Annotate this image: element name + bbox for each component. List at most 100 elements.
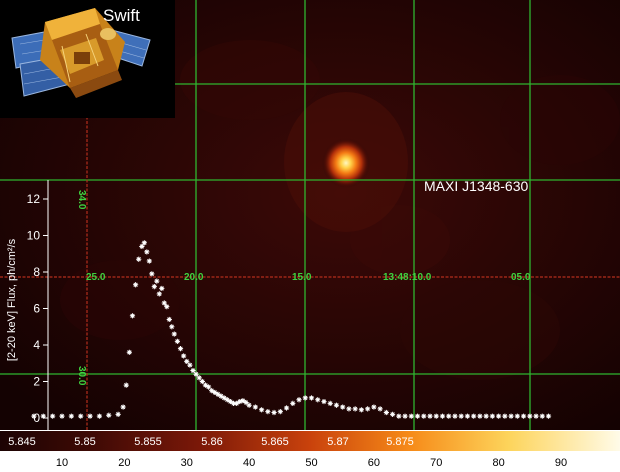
colorbar-tick-label: 5.855 — [134, 436, 162, 448]
data-point — [243, 399, 249, 406]
data-point — [277, 409, 283, 415]
data-point — [271, 409, 277, 416]
data-point — [439, 413, 446, 419]
data-point — [187, 362, 193, 368]
data-point — [389, 411, 396, 417]
y-tick-label: 0 — [33, 411, 40, 425]
data-point — [290, 400, 296, 406]
ra-label: 13:48:10.0 — [383, 272, 432, 283]
data-point — [302, 395, 308, 401]
source-label: MAXI J1348-630 — [424, 178, 529, 194]
data-point — [141, 240, 147, 246]
data-point — [136, 256, 142, 262]
data-point — [496, 413, 502, 419]
data-point — [126, 349, 132, 355]
data-point — [224, 397, 230, 403]
x-tick-label: 70 — [430, 457, 442, 469]
data-point — [514, 413, 520, 419]
y-tick-label: 12 — [27, 192, 41, 206]
data-point — [408, 413, 414, 419]
data-point — [31, 413, 37, 419]
data-point — [427, 413, 433, 419]
colorbar-tick-label: 5.865 — [261, 436, 289, 448]
data-point — [283, 405, 290, 411]
data-point — [520, 413, 527, 419]
ra-label: 05.0 — [511, 272, 531, 283]
data-point — [508, 413, 514, 419]
coordinate-grid — [0, 0, 620, 430]
data-point — [115, 411, 121, 417]
colorbar-tick-label: 5.86 — [201, 436, 222, 448]
data-point — [346, 406, 352, 412]
data-point — [218, 393, 224, 399]
y-tick-label: 8 — [33, 265, 40, 279]
data-point — [193, 371, 199, 377]
data-point — [151, 284, 157, 290]
data-point — [149, 271, 155, 277]
swift-satellite-icon — [0, 0, 175, 118]
colorbar — [0, 430, 620, 451]
data-point — [527, 413, 533, 419]
y-axis-label: [2-20 keV] Flux, ph/cm²/s — [6, 238, 18, 362]
data-point — [308, 395, 315, 401]
data-point — [237, 398, 243, 405]
data-point — [190, 367, 196, 374]
data-point — [383, 409, 389, 416]
data-point — [371, 404, 377, 410]
data-point — [240, 398, 246, 404]
data-point — [96, 413, 103, 419]
data-point — [321, 398, 327, 405]
data-point — [533, 413, 539, 419]
data-point — [164, 304, 170, 310]
satellite-inset: Swift — [0, 0, 175, 118]
data-point — [129, 313, 136, 319]
data-point — [177, 346, 184, 352]
data-point — [144, 249, 150, 255]
data-point — [59, 413, 65, 419]
data-point — [227, 398, 234, 405]
data-point — [159, 285, 165, 292]
data-point — [464, 413, 471, 419]
data-point — [215, 391, 221, 397]
data-point — [68, 413, 74, 419]
data-point — [166, 316, 172, 323]
data-point — [196, 375, 202, 381]
data-point — [333, 402, 340, 408]
data-point — [146, 258, 152, 264]
data-point — [471, 413, 477, 419]
data-point — [234, 400, 240, 406]
data-point — [414, 413, 421, 419]
y-tick-label: 2 — [33, 375, 40, 389]
colorbar-tick-label: 5.85 — [74, 436, 95, 448]
data-point — [539, 413, 545, 419]
inset-title: Swift — [103, 6, 140, 25]
x-tick-label: 30 — [181, 457, 193, 469]
data-point — [174, 338, 180, 344]
data-point — [212, 389, 218, 396]
colorbar-ticks: 5.845 5.85 5.855 5.86 5.865 5.87 5.875 — [8, 436, 414, 448]
data-point — [123, 382, 129, 388]
x-tick-label: 40 — [243, 457, 255, 469]
data-point — [358, 407, 364, 413]
data-point — [154, 278, 160, 284]
data-point — [402, 413, 408, 419]
x-tick-label: 10 — [56, 457, 68, 469]
dec-label: 30.0 — [76, 366, 87, 386]
data-point — [396, 413, 402, 419]
data-point — [340, 404, 346, 410]
y-tick-label: 4 — [33, 338, 40, 352]
y-axis: 0 2 4 6 8 10 12 — [27, 192, 48, 425]
data-point — [171, 331, 177, 337]
ra-label: 15.0 — [292, 272, 312, 283]
data-point — [483, 413, 489, 419]
data-point — [446, 413, 452, 419]
data-point — [259, 407, 265, 413]
data-point — [252, 404, 258, 410]
data-point — [50, 413, 56, 419]
data-point — [205, 384, 212, 390]
colorbar-tick-label: 5.87 — [327, 436, 348, 448]
data-point — [377, 406, 383, 412]
data-point — [202, 382, 209, 388]
data-point — [139, 243, 145, 250]
x-tick-label: 80 — [493, 457, 505, 469]
